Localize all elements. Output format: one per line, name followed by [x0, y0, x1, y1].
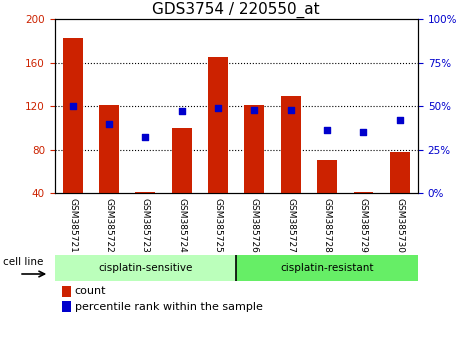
Bar: [135, 192, 155, 193]
Text: GSM385724: GSM385724: [177, 198, 186, 252]
Text: GSM385722: GSM385722: [104, 198, 114, 252]
Point: [251, 107, 258, 113]
Bar: [317, 160, 337, 193]
Bar: [281, 96, 301, 193]
Bar: [245, 105, 265, 193]
Point: [178, 109, 186, 114]
Text: GSM385728: GSM385728: [323, 198, 332, 252]
Bar: [62, 286, 71, 297]
Bar: [99, 105, 119, 193]
Text: GSM385723: GSM385723: [141, 198, 150, 252]
Text: GSM385726: GSM385726: [250, 198, 259, 252]
Bar: [208, 57, 228, 193]
Text: GSM385729: GSM385729: [359, 198, 368, 252]
Point: [214, 105, 222, 111]
Text: count: count: [75, 286, 106, 296]
Point: [323, 128, 331, 133]
Point: [360, 130, 367, 135]
Bar: [172, 128, 192, 193]
Text: GSM385730: GSM385730: [395, 198, 404, 253]
Text: cell line: cell line: [3, 257, 43, 267]
Bar: [55, 255, 237, 281]
Text: GSM385721: GSM385721: [68, 198, 77, 252]
Bar: [237, 255, 418, 281]
Point: [287, 107, 294, 113]
Bar: [390, 152, 410, 193]
Point: [396, 117, 404, 123]
Text: GSM385727: GSM385727: [286, 198, 295, 252]
Title: GDS3754 / 220550_at: GDS3754 / 220550_at: [152, 2, 320, 18]
Point: [142, 135, 149, 140]
Text: cisplatin-resistant: cisplatin-resistant: [280, 263, 374, 273]
Point: [69, 103, 76, 109]
Text: percentile rank within the sample: percentile rank within the sample: [75, 302, 263, 312]
Bar: [63, 38, 83, 193]
Bar: [62, 301, 71, 312]
Bar: [353, 192, 373, 193]
Text: cisplatin-sensitive: cisplatin-sensitive: [98, 263, 193, 273]
Point: [105, 121, 113, 126]
Text: GSM385725: GSM385725: [214, 198, 223, 252]
